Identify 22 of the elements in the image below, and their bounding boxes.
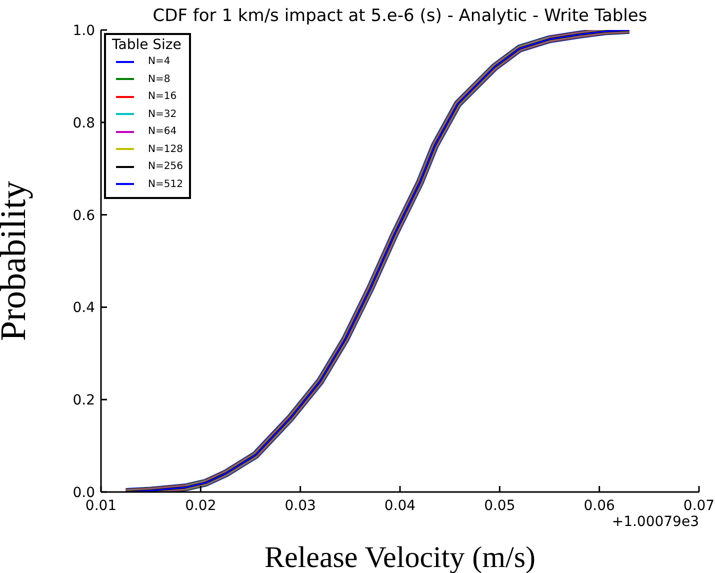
legend-label: N=128 [148,144,183,155]
y-tick-label: 0.2 [72,392,95,409]
legend-label: N=512 [148,178,183,190]
x-tick-label: 0.06 [584,498,616,514]
legend-label: N=8 [148,74,170,85]
legend-label: N=64 [148,126,177,138]
legend-label: N=16 [148,91,177,102]
x-tick-label: 0.04 [384,498,416,514]
chart-title: CDF for 1 km/s impact at 5.e-6 (s) - Analytic - Write Tables [152,6,648,26]
x-tick-label: 0.07 [683,498,715,514]
y-tick-label: 0.4 [72,300,96,316]
y-tick-label: 0.6 [72,208,96,224]
x-tick-label: 0.02 [185,498,216,514]
text: +1.00079e3 [612,514,699,530]
legend-label: N=32 [148,108,177,120]
legend-title: Table Size [112,37,182,53]
y-tick-label: 0.8 [72,115,95,132]
y-tick-label: 1.0 [72,22,95,39]
legend-label: N=4 [148,56,170,68]
legend-label: N=256 [148,161,183,172]
x-tick-label: 0.05 [484,498,516,514]
x-tick-label: 0.03 [284,498,316,514]
